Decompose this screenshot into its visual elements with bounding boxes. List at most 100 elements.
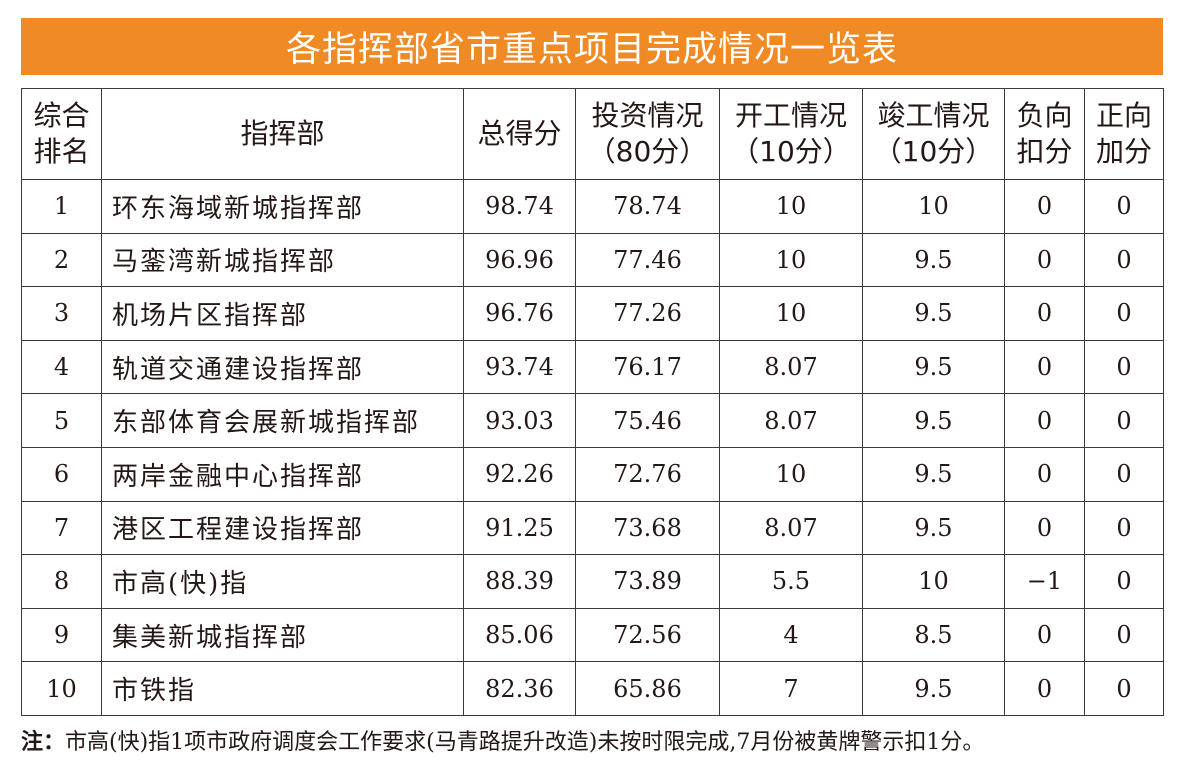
cell-name: 两岸金融中心指挥部 [101, 446, 464, 502]
cell-complete: 9.5 [862, 500, 1005, 556]
header-plus: 正向 加分 [1084, 88, 1164, 180]
header-complete: 竣工情况 （10分） [862, 88, 1005, 180]
cell-rank: 2 [21, 232, 102, 288]
cell-plus: 0 [1084, 661, 1164, 716]
table-row: 1 环东海域新城指挥部 98.74 78.74 10 10 0 0 [21, 179, 1164, 234]
header-total: 总得分 [463, 88, 576, 180]
footnote: 注：市高(快)指1项市政府调度会工作要求(马青路提升改造)未按时限完成,7月份被… [21, 724, 984, 756]
cell-plus: 0 [1084, 446, 1164, 502]
cell-rank: 6 [21, 446, 102, 502]
header-start: 开工情况 （10分） [719, 88, 863, 180]
cell-rank: 9 [21, 607, 102, 663]
cell-plus: 0 [1084, 500, 1164, 556]
cell-name: 市高(快)指 [101, 554, 464, 609]
cell-plus: 0 [1084, 554, 1164, 609]
cell-invest: 77.26 [575, 286, 720, 341]
cell-start: 8.07 [719, 500, 863, 556]
table-row: 8 市高(快)指 88.39 73.89 5.5 10 −1 0 [21, 554, 1164, 609]
cell-total: 96.96 [463, 232, 576, 288]
cell-complete: 10 [862, 179, 1005, 234]
table-title: 各指挥部省市重点项目完成情况一览表 [21, 18, 1163, 75]
header-minus: 负向 扣分 [1004, 88, 1085, 180]
header-invest: 投资情况 （80分） [575, 88, 720, 180]
cell-complete: 9.5 [862, 339, 1005, 395]
cell-complete: 9.5 [862, 286, 1005, 341]
cell-total: 98.74 [463, 179, 576, 234]
cell-total: 92.26 [463, 446, 576, 502]
cell-name: 港区工程建设指挥部 [101, 500, 464, 556]
cell-total: 91.25 [463, 500, 576, 556]
cell-minus: 0 [1004, 179, 1085, 234]
cell-start: 8.07 [719, 339, 863, 395]
cell-rank: 3 [21, 286, 102, 341]
cell-total: 82.36 [463, 661, 576, 716]
cell-start: 5.5 [719, 554, 863, 609]
cell-minus: −1 [1004, 554, 1085, 609]
cell-rank: 5 [21, 393, 102, 448]
cell-total: 96.76 [463, 286, 576, 341]
table-row: 6 两岸金融中心指挥部 92.26 72.76 10 9.5 0 0 [21, 446, 1164, 502]
cell-minus: 0 [1004, 286, 1085, 341]
cell-total: 93.03 [463, 393, 576, 448]
table-title-text: 各指挥部省市重点项目完成情况一览表 [285, 30, 898, 70]
footnote-text: 市高(快)指1项市政府调度会工作要求(马青路提升改造)未按时限完成,7月份被黄牌… [65, 730, 985, 755]
cell-invest: 78.74 [575, 179, 720, 234]
table-row: 5 东部体育会展新城指挥部 93.03 75.46 8.07 9.5 0 0 [21, 393, 1164, 448]
cell-rank: 1 [21, 179, 102, 234]
cell-start: 10 [719, 286, 863, 341]
cell-plus: 0 [1084, 607, 1164, 663]
cell-minus: 0 [1004, 446, 1085, 502]
cell-total: 85.06 [463, 607, 576, 663]
cell-minus: 0 [1004, 500, 1085, 556]
cell-plus: 0 [1084, 179, 1164, 234]
footnote-lead: 注： [21, 730, 66, 755]
cell-invest: 73.68 [575, 500, 720, 556]
cell-minus: 0 [1004, 393, 1085, 448]
cell-total: 88.39 [463, 554, 576, 609]
cell-invest: 76.17 [575, 339, 720, 395]
cell-start: 10 [719, 232, 863, 288]
cell-complete: 9.5 [862, 446, 1005, 502]
cell-rank: 7 [21, 500, 102, 556]
cell-invest: 72.76 [575, 446, 720, 502]
cell-total: 93.74 [463, 339, 576, 395]
cell-name: 机场片区指挥部 [101, 286, 464, 341]
cell-plus: 0 [1084, 393, 1164, 448]
cell-plus: 0 [1084, 232, 1164, 288]
cell-name: 东部体育会展新城指挥部 [101, 393, 464, 448]
table-row: 2 马銮湾新城指挥部 96.96 77.46 10 9.5 0 0 [21, 232, 1164, 288]
header-rank: 综合 排名 [21, 88, 102, 180]
cell-complete: 9.5 [862, 661, 1005, 716]
cell-invest: 72.56 [575, 607, 720, 663]
cell-minus: 0 [1004, 339, 1085, 395]
cell-start: 8.07 [719, 393, 863, 448]
cell-minus: 0 [1004, 607, 1085, 663]
cell-invest: 75.46 [575, 393, 720, 448]
cell-invest: 73.89 [575, 554, 720, 609]
table-row: 3 机场片区指挥部 96.76 77.26 10 9.5 0 0 [21, 286, 1164, 341]
cell-invest: 77.46 [575, 232, 720, 288]
header-name: 指挥部 [101, 88, 464, 180]
cell-complete: 9.5 [862, 393, 1005, 448]
header-row: 综合 排名 指挥部 总得分 投资情况 （80分） 开工情况 （10分） 竣工情况 （10… [21, 88, 1164, 180]
table-row: 7 港区工程建设指挥部 91.25 73.68 8.07 9.5 0 0 [21, 500, 1164, 556]
cell-minus: 0 [1004, 661, 1085, 716]
cell-start: 7 [719, 661, 863, 716]
table-row: 10 市铁指 82.36 65.86 7 9.5 0 0 [21, 661, 1164, 716]
cell-rank: 4 [21, 339, 102, 395]
cell-plus: 0 [1084, 339, 1164, 395]
score-table: 综合 排名 指挥部 总得分 投资情况 （80分） 开工情况 （10分） 竣工情况 （10… [21, 88, 1164, 716]
cell-invest: 65.86 [575, 661, 720, 716]
cell-complete: 10 [862, 554, 1005, 609]
table-row: 4 轨道交通建设指挥部 93.74 76.17 8.07 9.5 0 0 [21, 339, 1164, 395]
cell-rank: 8 [21, 554, 102, 609]
cell-start: 4 [719, 607, 863, 663]
cell-name: 轨道交通建设指挥部 [101, 339, 464, 395]
cell-name: 马銮湾新城指挥部 [101, 232, 464, 288]
cell-name: 环东海域新城指挥部 [101, 179, 464, 234]
table-row: 9 集美新城指挥部 85.06 72.56 4 8.5 0 0 [21, 607, 1164, 663]
cell-minus: 0 [1004, 232, 1085, 288]
cell-start: 10 [719, 446, 863, 502]
cell-name: 市铁指 [101, 661, 464, 716]
cell-plus: 0 [1084, 286, 1164, 341]
